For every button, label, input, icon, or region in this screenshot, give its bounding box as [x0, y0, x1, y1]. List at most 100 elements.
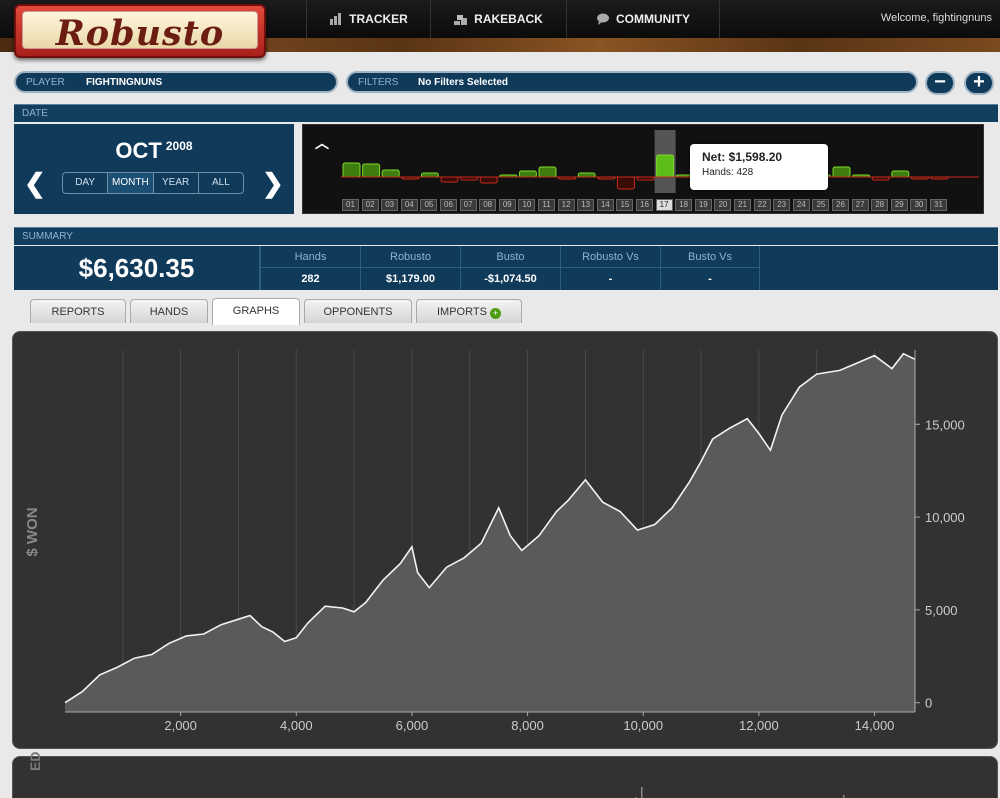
day-net-bar[interactable] — [656, 154, 675, 178]
range-month[interactable]: MONTH — [108, 173, 154, 193]
volume-axis-label: ED — [27, 751, 43, 771]
player-bar[interactable]: PLAYER FIGHTINGNUNS — [14, 71, 338, 93]
day-18[interactable]: 18 — [675, 199, 693, 211]
summary-busto-vs-value: - — [708, 273, 712, 285]
volume-bars — [635, 787, 845, 798]
chat-icon — [597, 13, 609, 25]
day-23[interactable]: 23 — [773, 199, 791, 211]
day-04[interactable]: 04 — [400, 199, 418, 211]
nav-rakeback[interactable]: RAKEBACK — [430, 0, 566, 38]
day-26[interactable]: 26 — [832, 199, 849, 211]
profit-graph[interactable]: 2,000 4,000 6,000 8,000 10,000 12,000 14,000 0 5… — [12, 331, 998, 749]
day-net-bar[interactable] — [381, 169, 400, 178]
day-net-bar[interactable] — [518, 170, 537, 178]
day-14[interactable]: 14 — [596, 199, 614, 211]
tab-opponents[interactable]: OPPONENTS — [304, 299, 412, 323]
summary-busto-vs-header: Busto Vs — [661, 246, 759, 268]
plus-circle-icon: + — [489, 308, 501, 319]
summary-hands: Hands 282 — [260, 246, 360, 290]
x-tick-label: 6,000 — [396, 718, 429, 733]
day-net-bar[interactable] — [891, 170, 910, 178]
y-axis-label: $ WON — [24, 507, 41, 556]
day-03[interactable]: 03 — [381, 199, 399, 211]
summary-busto-value: -$1,074.50 — [484, 273, 537, 285]
tab-imports[interactable]: IMPORTS + — [416, 299, 522, 323]
chips-icon — [454, 15, 468, 25]
day-net-bar[interactable] — [479, 176, 498, 184]
tooltip-hands: Hands: 428 — [702, 167, 754, 178]
welcome-text: Welcome, fightingnuns — [880, 12, 992, 24]
day-27[interactable]: 27 — [851, 199, 869, 211]
summary-robusto-header: Robusto — [361, 246, 460, 268]
day-30[interactable]: 30 — [910, 199, 928, 211]
day-28[interactable]: 28 — [871, 199, 889, 211]
day-21[interactable]: 21 — [734, 199, 751, 211]
range-year[interactable]: YEAR — [154, 173, 199, 193]
tab-hands[interactable]: HANDS — [130, 299, 208, 323]
day-net-bar[interactable] — [832, 166, 851, 178]
summary-robusto-value: $1,179.00 — [386, 273, 435, 285]
summary-busto-vs: Busto Vs - — [660, 246, 760, 290]
day-22[interactable]: 22 — [753, 199, 771, 211]
day-09[interactable]: 09 — [498, 199, 516, 211]
profit-line — [64, 352, 916, 704]
x-tick-label: 14,000 — [855, 718, 895, 733]
day-08[interactable]: 08 — [479, 199, 497, 211]
x-tick-label: 2,000 — [164, 718, 197, 733]
day-tooltip: Net: $1,598.20 Hands: 428 — [690, 144, 828, 190]
collapse-icon[interactable]: ︿ — [315, 135, 329, 151]
day-10[interactable]: 10 — [518, 199, 536, 211]
volume-bar — [641, 787, 643, 798]
y-tick-label: 15,000 — [925, 417, 965, 432]
range-all[interactable]: ALL — [211, 177, 230, 188]
day-15[interactable]: 15 — [616, 199, 634, 211]
year-label: 2008 — [165, 139, 193, 153]
add-filter-button[interactable]: + — [964, 71, 994, 95]
profit-area — [65, 353, 915, 712]
logo-text: Robusto — [55, 13, 225, 54]
tooltip-net-value: Net: $1,598.20 — [702, 150, 783, 164]
day-07[interactable]: 07 — [459, 199, 477, 211]
filters-bar[interactable]: FILTERS No Filters Selected — [346, 71, 918, 93]
x-tick-label: 10,000 — [623, 718, 663, 733]
tab-imports-label: IMPORTS — [437, 306, 487, 318]
day-11[interactable]: 11 — [538, 199, 555, 211]
day-16[interactable]: 16 — [636, 199, 653, 211]
day-29[interactable]: 29 — [890, 199, 908, 211]
day-net-bar[interactable] — [538, 166, 557, 178]
player-value: FIGHTINGNUNS — [86, 76, 163, 88]
day-12[interactable]: 12 — [557, 199, 575, 211]
nav-tracker[interactable]: TRACKER — [306, 0, 430, 38]
day-02[interactable]: 02 — [361, 199, 379, 211]
prev-month-button[interactable]: ❮ — [24, 168, 46, 198]
day-net-bar[interactable] — [362, 163, 381, 178]
summary-busto-header: Busto — [461, 246, 560, 268]
day-31[interactable]: 31 — [930, 199, 947, 211]
day-19[interactable]: 19 — [694, 199, 712, 211]
tab-graphs[interactable]: GRAPHS — [212, 298, 300, 325]
day-20[interactable]: 20 — [714, 199, 732, 211]
day-net-bar[interactable] — [342, 162, 361, 178]
day-net-bar[interactable] — [420, 172, 439, 178]
day-net-bar[interactable] — [440, 176, 459, 183]
robusto-logo[interactable]: Robusto — [14, 4, 266, 58]
day-net-bar[interactable] — [577, 172, 596, 178]
y-tick-label: 0 — [925, 696, 932, 711]
day-13[interactable]: 13 — [577, 199, 595, 211]
day-net-bar[interactable] — [616, 176, 635, 190]
day-01[interactable]: 01 — [342, 199, 359, 211]
x-tick-label: 12,000 — [739, 718, 779, 733]
day-17[interactable]: 17 — [655, 199, 673, 211]
nav-community[interactable]: COMMUNITY — [566, 0, 720, 38]
day-05[interactable]: 05 — [420, 199, 438, 211]
next-month-button[interactable]: ❯ — [262, 168, 284, 198]
profit-chart: 2,000 4,000 6,000 8,000 10,000 12,000 14,000 0 5… — [24, 350, 965, 733]
tab-reports[interactable]: REPORTS — [30, 299, 126, 323]
remove-filter-button[interactable]: − — [925, 71, 955, 95]
summary-section-header: SUMMARY — [14, 227, 998, 245]
summary-total: $6,630.35 — [14, 246, 260, 290]
day-25[interactable]: 25 — [812, 199, 830, 211]
day-06[interactable]: 06 — [440, 199, 457, 211]
day-24[interactable]: 24 — [792, 199, 810, 211]
range-day[interactable]: DAY — [63, 173, 109, 193]
